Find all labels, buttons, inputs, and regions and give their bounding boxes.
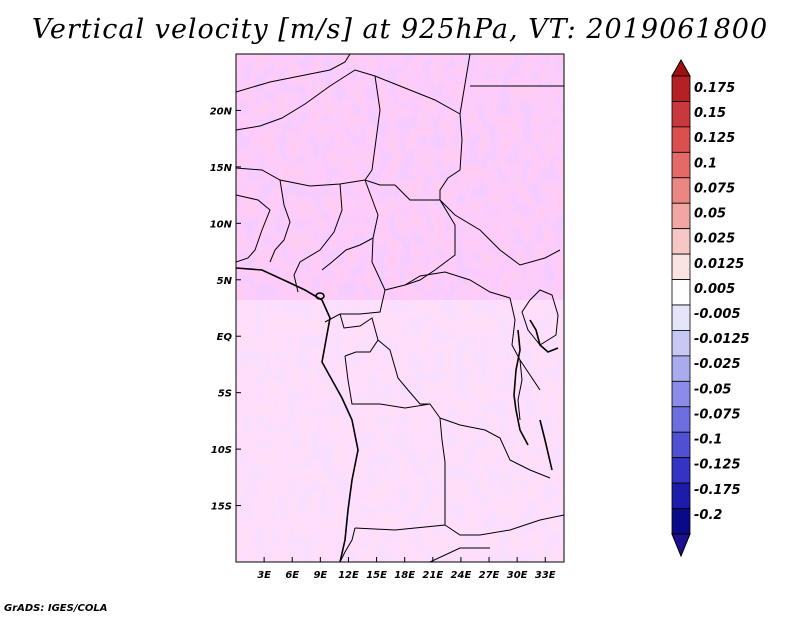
- lat-tick-label: 15S: [211, 502, 232, 513]
- colorbar-swatch: [671, 279, 691, 306]
- vertical-velocity-field: [236, 54, 564, 562]
- lon-tick-label: 21E: [422, 570, 443, 581]
- colorbar-label: -0.125: [694, 458, 741, 473]
- lat-tick-label: 20N: [210, 106, 233, 117]
- colorbar-swatch: [671, 202, 691, 230]
- lon-tick-label: 9E: [313, 570, 327, 581]
- coastlines-and-lakes: [236, 267, 559, 562]
- lon-tick-label: 18E: [394, 570, 415, 581]
- colorbar-label: 0.0125: [694, 257, 744, 272]
- colorbar-swatch: [671, 380, 691, 408]
- lon-tick-label: 27E: [479, 570, 500, 581]
- colorbar-label: -0.05: [694, 382, 731, 397]
- colorbar-swatch: [671, 482, 691, 509]
- colorbar-bottom-arrow: [671, 533, 691, 558]
- colorbar-label: -0.025: [694, 357, 741, 372]
- lon-tick-label: 24E: [451, 570, 472, 581]
- colorbar-label: 0.125: [694, 131, 735, 146]
- lon-tick-label: 6E: [285, 570, 299, 581]
- colorbar-swatch: [671, 457, 691, 484]
- colorbar-swatch: [671, 508, 691, 535]
- colorbar-swatch: [671, 406, 691, 433]
- colorbar-swatch: [671, 330, 691, 357]
- colorbar-swatch: [671, 101, 691, 128]
- lat-tick-label: 10S: [211, 445, 232, 456]
- footer-credit: GrADS: IGES/COLA: [4, 603, 108, 614]
- colorbar-label: 0.15: [694, 106, 726, 121]
- colorbar-swatch: [671, 253, 691, 280]
- colorbar-label: -0.175: [694, 483, 741, 498]
- colorbar-label: 0.05: [694, 207, 726, 222]
- colorbar-swatch: [671, 75, 691, 102]
- colorbar-swatch: [671, 304, 691, 331]
- lon-tick-label: 30E: [507, 570, 528, 581]
- lat-tick-label: 5N: [217, 276, 233, 287]
- colorbar: 0.175 0.15 0.125 0.1 0.075 0.05 0.025 0.0125 0.0…: [671, 58, 750, 558]
- lon-tick-label: 15E: [366, 570, 387, 581]
- colorbar-swatch: [671, 151, 691, 179]
- lat-tick-label: EQ: [217, 332, 233, 343]
- colorbar-label: 0.175: [694, 81, 735, 96]
- chart-title: Vertical velocity [m/s] at 925hPa, VT: 2…: [31, 14, 769, 45]
- colorbar-top-arrow: [671, 58, 691, 77]
- plot-frame: [235, 53, 565, 563]
- lat-tick-label: 10N: [210, 219, 233, 230]
- colorbar-label: -0.1: [694, 433, 722, 448]
- colorbar-label: -0.075: [694, 407, 741, 422]
- lon-tick-label: 33E: [535, 570, 556, 581]
- lat-tick-label: 5S: [218, 389, 232, 400]
- longitude-axis: 3E 6E 9E 12E 15E 18E 21E 24E 27E 30E 33E: [257, 557, 556, 581]
- colorbar-swatch: [671, 228, 691, 255]
- colorbar-swatch: [671, 126, 691, 153]
- map-plot-area: 3E 6E 9E 12E 15E 18E 21E 24E 27E 30E 33E 20N 15N 10N…: [210, 53, 565, 581]
- latitude-axis: 20N 15N 10N 5N EQ 5S 10S 15S: [210, 106, 241, 513]
- lon-tick-label: 3E: [257, 570, 271, 581]
- colorbar-label: 0.1: [694, 156, 717, 171]
- colorbar-label: -0.2: [694, 508, 722, 523]
- colorbar-swatch: [671, 355, 691, 382]
- colorbar-label: -0.0125: [694, 332, 750, 347]
- colorbar-swatch: [671, 177, 691, 204]
- colorbar-label: -0.005: [694, 307, 741, 322]
- colorbar-label: 0.075: [694, 181, 735, 196]
- lon-tick-label: 12E: [338, 570, 359, 581]
- colorbar-label: 0.005: [694, 282, 735, 297]
- colorbar-label: 0.025: [694, 232, 735, 247]
- colorbar-swatch: [671, 431, 691, 459]
- lat-tick-label: 15N: [210, 163, 233, 174]
